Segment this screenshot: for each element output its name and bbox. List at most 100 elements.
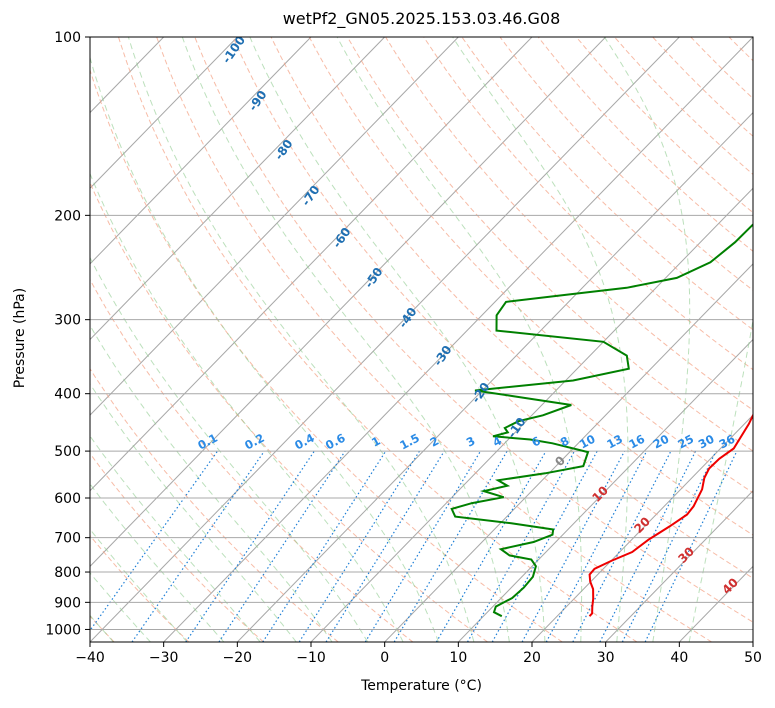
mixing-ratio-label: 16 xyxy=(626,432,647,452)
mixing-ratio-line xyxy=(521,450,626,642)
moist-adiabat-line xyxy=(90,528,188,642)
mixing-ratio-line xyxy=(644,450,738,642)
dry-adiabat-line xyxy=(690,37,753,100)
temperature-profile-line xyxy=(588,412,753,617)
x-tick-label: 50 xyxy=(744,650,762,666)
mixing-ratio-line xyxy=(572,450,672,642)
dewpoint-profile-line xyxy=(450,223,753,618)
mixing-ratio-line xyxy=(466,450,576,642)
x-tick-label: 0 xyxy=(380,650,389,666)
moist-adiabat-line xyxy=(336,37,583,642)
moist-adiabat-label: -100 xyxy=(219,33,248,66)
moist-adiabat-label: -80 xyxy=(272,137,296,163)
mixing-ratio-line xyxy=(599,450,697,642)
isotherm-line xyxy=(90,37,91,38)
dry-adiabat-label: 30 xyxy=(675,544,697,566)
dry-adiabat-line xyxy=(423,37,753,371)
moist-adiabat-line xyxy=(90,324,333,642)
dry-adiabat-label: 40 xyxy=(719,575,741,597)
dry-adiabat-line xyxy=(728,37,753,62)
moist-adiabat-line xyxy=(249,37,546,642)
y-tick-label: 400 xyxy=(54,387,81,403)
chart-title: wetPf2_GN05.2025.153.03.46.G08 xyxy=(282,9,561,28)
y-tick-label: 300 xyxy=(54,313,81,329)
dry-adiabat-line xyxy=(90,181,488,642)
dry-adiabat-label: 10 xyxy=(589,483,611,505)
mixing-ratio-line xyxy=(218,450,346,642)
mixing-ratio-line xyxy=(364,450,482,642)
isotherm-line xyxy=(90,37,680,642)
isotherm-line xyxy=(163,37,753,642)
dry-adiabat-line xyxy=(537,37,753,252)
x-tick-label: −10 xyxy=(296,650,326,666)
moist-adiabat-line xyxy=(90,382,297,642)
mixing-ratio-label: 0.1 xyxy=(195,431,220,453)
isotherm-line xyxy=(90,37,533,492)
mixing-ratio-line xyxy=(262,450,387,642)
mixing-ratio-line xyxy=(491,450,598,642)
dry-adiabat-line xyxy=(90,452,264,642)
isotherm-line xyxy=(90,37,312,265)
isotherm-line xyxy=(752,641,753,642)
profile-lines-group xyxy=(450,223,753,618)
x-tick-label: 20 xyxy=(523,650,541,666)
dry-adiabat-line xyxy=(613,37,753,176)
mixing-ratio-label: 1.5 xyxy=(397,431,422,453)
dry-adiabat-line xyxy=(461,37,753,331)
y-tick-label: 800 xyxy=(54,565,81,581)
dry-adiabat-line xyxy=(194,37,753,623)
mixing-ratio-label: 20 xyxy=(651,432,672,452)
x-tick-label: −30 xyxy=(149,650,179,666)
mixing-ratio-line xyxy=(131,450,265,642)
y-tick-label: 600 xyxy=(54,491,81,507)
mixing-ratio-line xyxy=(325,450,445,642)
isotherm-line xyxy=(90,37,238,189)
moist-adiabat-line xyxy=(181,37,510,642)
isotherm-line xyxy=(310,187,753,642)
y-tick-label: 500 xyxy=(54,444,81,460)
mixing-ratio-label: 13 xyxy=(604,432,625,452)
x-tick-label: 10 xyxy=(449,650,467,666)
mixing-ratio-line xyxy=(621,450,717,642)
mixing-ratio-line xyxy=(185,450,315,642)
x-tick-label: 40 xyxy=(670,650,688,666)
isotherm-line xyxy=(90,37,386,341)
moist-adiabat-line xyxy=(90,572,151,642)
mixing-ratio-line xyxy=(298,450,421,642)
mixing-ratio-label: 36 xyxy=(717,432,738,452)
moist-adiabat-line xyxy=(90,172,404,642)
x-tick-label: −40 xyxy=(75,650,105,666)
dry-adiabat-line xyxy=(766,35,775,642)
mixing-ratio-label: 30 xyxy=(696,432,717,452)
mixing-ratio-label: 1 xyxy=(369,434,383,450)
isotherm-line xyxy=(90,37,165,114)
isotherm-line xyxy=(605,490,753,642)
dry-adiabat-line xyxy=(308,37,753,494)
isotherm-line xyxy=(90,37,459,416)
moist-adiabat-line xyxy=(603,37,691,642)
dry-adiabat-line xyxy=(346,37,753,452)
moist-adiabat-line xyxy=(90,614,114,642)
axes-group: −40 −30 −20 −10 0 10 20 30 40 50 100 200 300 400 500 60… xyxy=(45,30,762,666)
moist-adiabat-line xyxy=(127,37,475,642)
dry-adiabat-line xyxy=(270,37,753,536)
dry-adiabat-line xyxy=(90,534,190,642)
isotherm-line xyxy=(531,414,753,642)
dry-adiabat-line xyxy=(117,37,638,642)
moist-adiabat-line xyxy=(452,37,629,642)
moist-adiabat-label: -90 xyxy=(246,88,270,114)
line-labels-group: 0.1 0.2 0.4 0.6 1 1.5 2 3 4 6 8 10 13 16 20 25 30 36-100-… xyxy=(195,33,741,597)
mixing-ratio-label: 0.2 xyxy=(242,431,267,453)
y-tick-label: 700 xyxy=(54,531,81,547)
moist-adiabat-line xyxy=(90,435,261,642)
y-tick-label: 100 xyxy=(54,30,81,46)
mixing-ratio-label: 4 xyxy=(490,434,504,450)
moist-adiabat-label: -50 xyxy=(362,265,386,291)
mixing-ratio-label: 10 xyxy=(577,432,598,452)
moist-adiabat-label: -70 xyxy=(299,183,323,209)
isotherm-line xyxy=(0,37,16,642)
mixing-ratio-line xyxy=(393,450,508,642)
dry-adiabat-line xyxy=(651,37,753,137)
moist-adiabat-label: -60 xyxy=(330,225,354,251)
x-tick-label: 30 xyxy=(597,650,615,666)
